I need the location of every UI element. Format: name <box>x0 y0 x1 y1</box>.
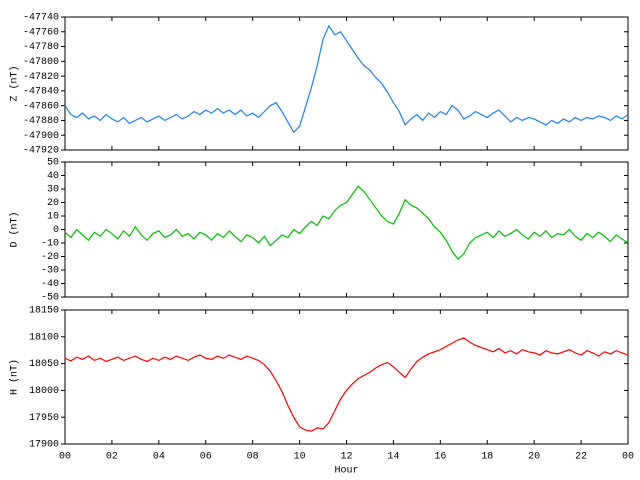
y-tick-label: 18050 <box>29 359 59 370</box>
x-tick-label: 10 <box>294 452 306 463</box>
y-tick-label: 18150 <box>29 306 59 317</box>
x-tick-label: 02 <box>106 452 118 463</box>
data-line <box>64 337 629 432</box>
plot-frame <box>64 161 629 298</box>
plot-frame <box>64 309 629 445</box>
x-axis-label: Hour <box>334 466 358 477</box>
data-line <box>64 24 629 134</box>
y-tick-label: -47900 <box>23 131 59 142</box>
plot-frame <box>64 16 629 151</box>
x-tick-label: 18 <box>481 452 493 463</box>
y-tick-label: 17950 <box>29 413 59 424</box>
y-tick-label: -47860 <box>23 101 59 112</box>
y-tick-label: 30 <box>47 185 59 196</box>
x-tick-label: 12 <box>340 452 352 463</box>
y-tick-label: 10 <box>47 212 59 223</box>
x-tick-label: 16 <box>434 452 446 463</box>
y-tick-label: -47820 <box>23 72 59 83</box>
y-tick-label: -30 <box>41 266 59 277</box>
y-tick-label: -47800 <box>23 57 59 68</box>
y-tick-label: 20 <box>47 198 59 209</box>
x-tick-label: 06 <box>200 452 212 463</box>
y-tick-label: -20 <box>41 252 59 263</box>
y-tick-label: -47760 <box>23 27 59 38</box>
y-tick-label: -47780 <box>23 42 59 53</box>
y-tick-label: 18100 <box>29 332 59 343</box>
y-axis-label: H (nT) <box>9 359 21 395</box>
y-tick-label: -47920 <box>23 146 59 157</box>
y-axis-label: Z (nT) <box>9 65 21 101</box>
y-tick-label: 18000 <box>29 386 59 397</box>
x-tick-label: 08 <box>247 452 259 463</box>
x-tick-label: 20 <box>528 452 540 463</box>
x-tick-label: 04 <box>153 452 165 463</box>
y-tick-label: -47880 <box>23 116 59 127</box>
y-tick-label: -47840 <box>23 87 59 98</box>
y-tick-label: 0 <box>53 225 59 236</box>
x-tick-label: 14 <box>387 452 399 463</box>
y-tick-label: -10 <box>41 239 59 250</box>
y-tick-label: -50 <box>41 293 59 304</box>
data-line <box>64 185 629 261</box>
y-tick-label: 17900 <box>29 440 59 451</box>
y-tick-label: -40 <box>41 279 59 290</box>
y-tick-label: 50 <box>47 158 59 169</box>
y-tick-label: -47740 <box>23 13 59 24</box>
x-tick-label: 22 <box>575 452 587 463</box>
x-tick-label: 00 <box>59 452 71 463</box>
y-tick-label: 40 <box>47 171 59 182</box>
y-axis-label: D (nT) <box>9 211 21 247</box>
x-tick-label: 00 <box>622 452 634 463</box>
